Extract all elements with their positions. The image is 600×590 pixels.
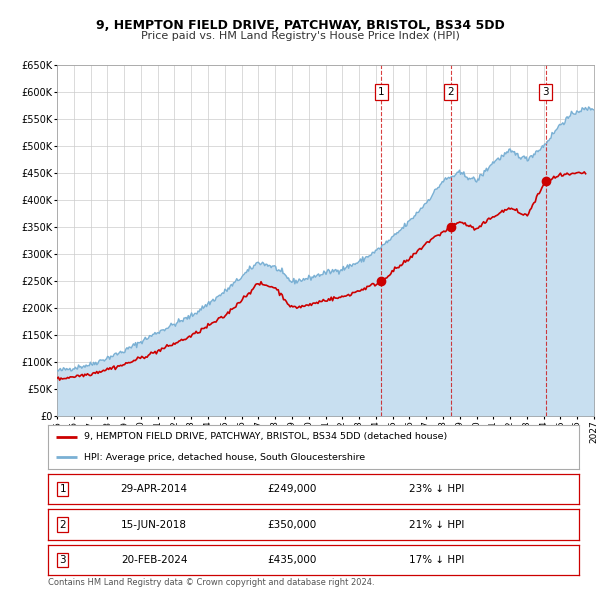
Text: 23% ↓ HPI: 23% ↓ HPI xyxy=(409,484,464,494)
Text: 1: 1 xyxy=(378,87,385,97)
Text: 9, HEMPTON FIELD DRIVE, PATCHWAY, BRISTOL, BS34 5DD (detached house): 9, HEMPTON FIELD DRIVE, PATCHWAY, BRISTO… xyxy=(84,432,448,441)
Text: HPI: Average price, detached house, South Gloucestershire: HPI: Average price, detached house, Sout… xyxy=(84,453,365,461)
Text: 20-FEB-2024: 20-FEB-2024 xyxy=(121,555,187,565)
Text: Price paid vs. HM Land Registry's House Price Index (HPI): Price paid vs. HM Land Registry's House … xyxy=(140,31,460,41)
Text: 2: 2 xyxy=(59,520,66,529)
Text: 15-JUN-2018: 15-JUN-2018 xyxy=(121,520,187,529)
Text: Contains HM Land Registry data © Crown copyright and database right 2024.: Contains HM Land Registry data © Crown c… xyxy=(48,578,374,587)
Text: £249,000: £249,000 xyxy=(268,484,317,494)
Text: 1: 1 xyxy=(59,484,66,494)
Text: £435,000: £435,000 xyxy=(268,555,317,565)
Text: 2: 2 xyxy=(447,87,454,97)
Text: 29-APR-2014: 29-APR-2014 xyxy=(121,484,188,494)
Text: 17% ↓ HPI: 17% ↓ HPI xyxy=(409,555,464,565)
Text: £350,000: £350,000 xyxy=(268,520,317,529)
Text: 9, HEMPTON FIELD DRIVE, PATCHWAY, BRISTOL, BS34 5DD: 9, HEMPTON FIELD DRIVE, PATCHWAY, BRISTO… xyxy=(95,19,505,32)
Text: 21% ↓ HPI: 21% ↓ HPI xyxy=(409,520,464,529)
Text: 3: 3 xyxy=(59,555,66,565)
Text: 3: 3 xyxy=(542,87,549,97)
